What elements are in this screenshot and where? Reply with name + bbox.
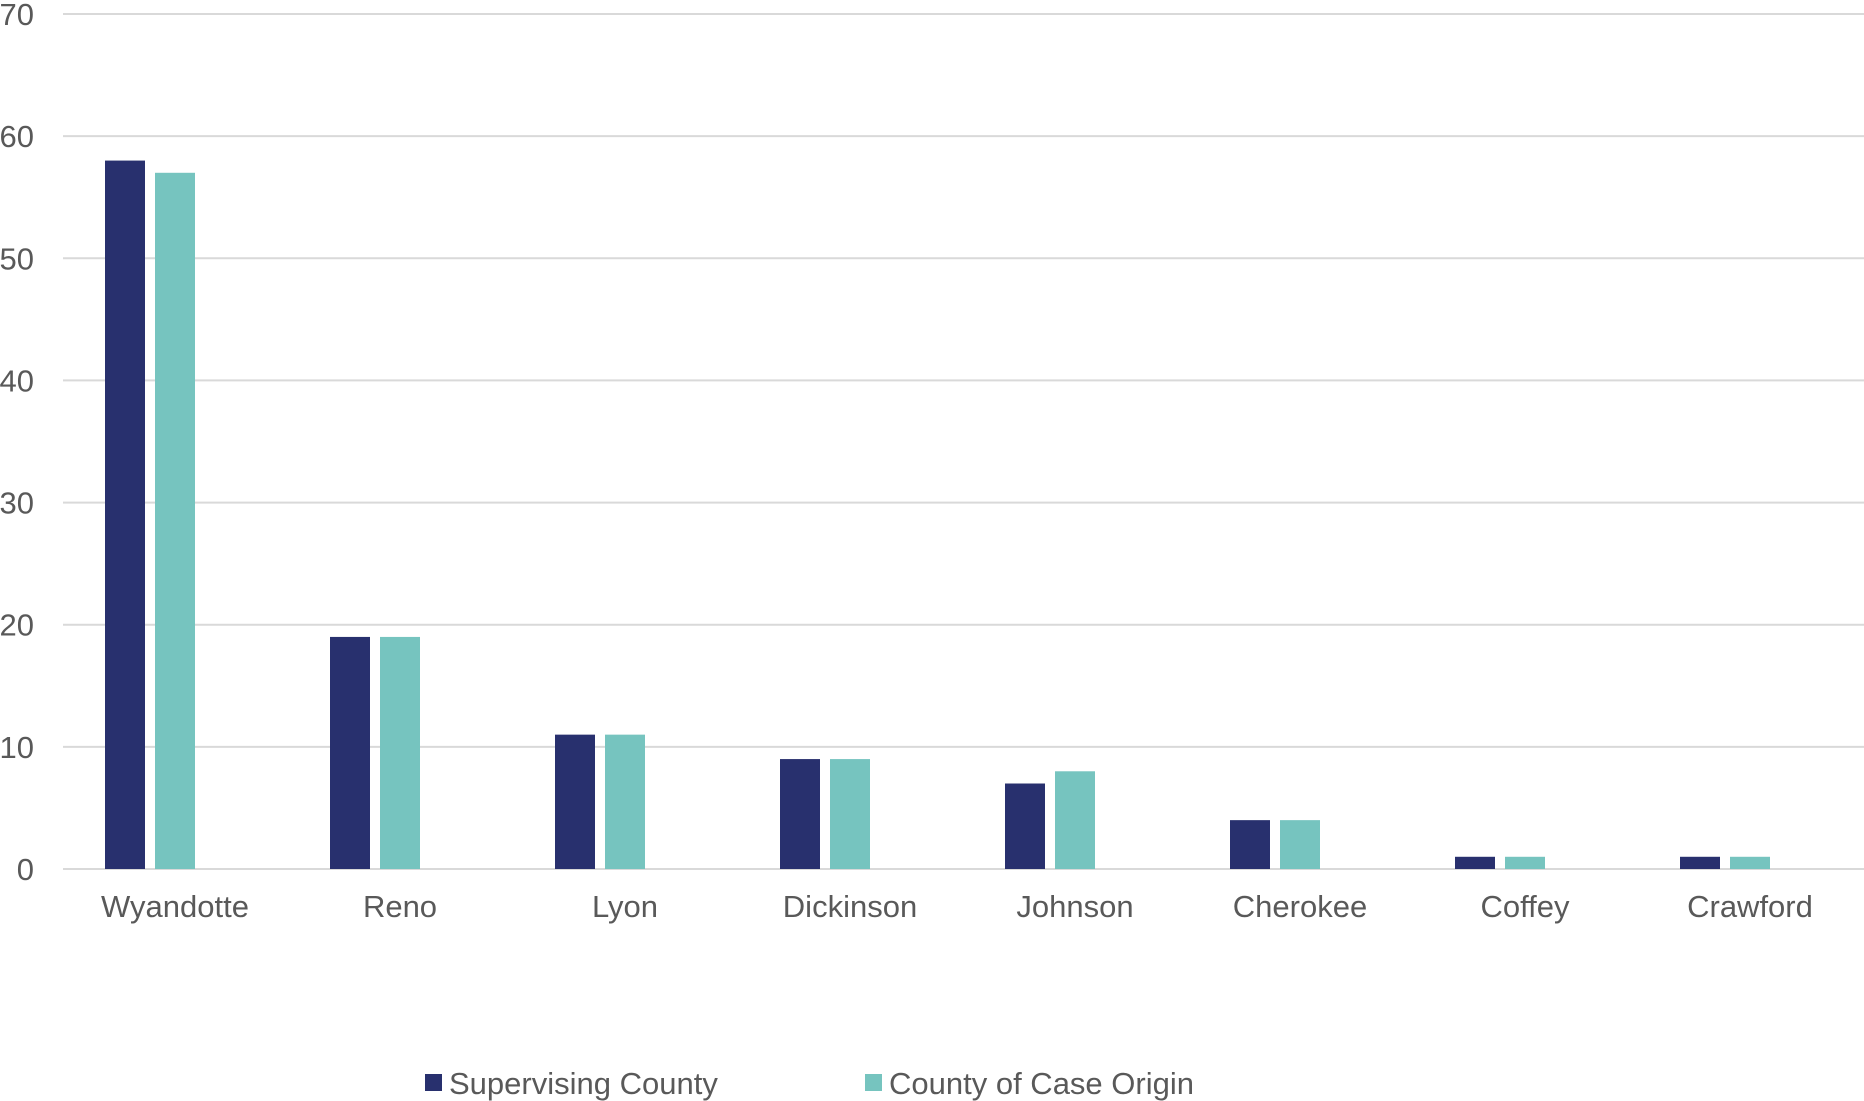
bar — [1730, 856, 1770, 869]
x-tick-label: Cherokee — [1233, 889, 1367, 924]
legend-swatch — [425, 1074, 442, 1091]
y-tick-label: 70 — [0, 0, 34, 32]
bar — [605, 734, 645, 869]
legend-label: Supervising County — [449, 1066, 718, 1101]
y-tick-label: 30 — [0, 486, 34, 521]
bar — [1055, 771, 1095, 869]
bars — [105, 160, 1770, 870]
bar — [1455, 856, 1495, 869]
y-tick-label: 50 — [0, 241, 34, 276]
legend-swatch — [865, 1074, 882, 1091]
legend-item: Supervising County — [425, 1066, 718, 1101]
bar — [555, 734, 595, 869]
x-tick-label: Crawford — [1687, 889, 1813, 924]
x-tick-label: Wyandotte — [101, 889, 249, 924]
y-axis-tick-labels: 0 10 20 30 40 50 60 70 — [0, 0, 34, 887]
bar — [830, 759, 870, 869]
y-tick-label: 10 — [0, 730, 34, 765]
x-tick-label: Reno — [363, 889, 437, 924]
bar — [105, 160, 145, 870]
x-tick-label: Johnson — [1016, 889, 1133, 924]
bar — [1005, 783, 1045, 869]
bar — [1230, 820, 1270, 869]
y-tick-label: 60 — [0, 119, 34, 154]
x-tick-label: Dickinson — [783, 889, 917, 924]
legend-label: County of Case Origin — [889, 1066, 1194, 1101]
x-tick-label: Lyon — [592, 889, 658, 924]
y-tick-label: 0 — [17, 852, 34, 887]
bar — [1280, 820, 1320, 869]
legend: Supervising County County of Case Origin — [425, 1066, 1194, 1101]
bar — [155, 172, 195, 870]
y-tick-label: 40 — [0, 363, 34, 398]
bar — [780, 759, 820, 869]
x-tick-label: Coffey — [1480, 889, 1570, 924]
x-axis-tick-labels: Wyandotte Reno Lyon Dickinson Johnson Cheroke… — [101, 889, 1813, 924]
bar — [330, 636, 370, 869]
bar — [380, 636, 420, 869]
legend-item: County of Case Origin — [865, 1066, 1194, 1101]
bar — [1505, 856, 1545, 869]
bar — [1680, 856, 1720, 869]
y-tick-label: 20 — [0, 608, 34, 643]
